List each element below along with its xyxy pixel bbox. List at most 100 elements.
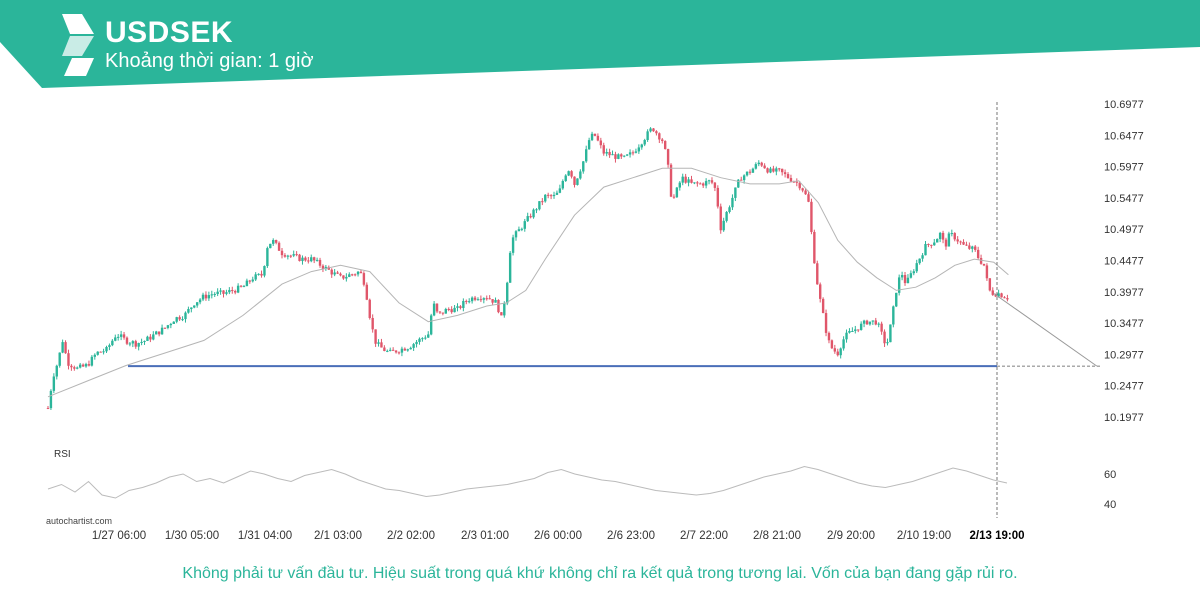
candle bbox=[567, 170, 570, 177]
candle bbox=[725, 211, 728, 223]
candle bbox=[491, 299, 494, 306]
candle bbox=[546, 192, 550, 199]
candle bbox=[886, 338, 889, 346]
candle bbox=[470, 296, 474, 304]
candle bbox=[649, 127, 652, 133]
candle bbox=[511, 234, 515, 256]
candle bbox=[242, 284, 246, 288]
x-tick-label: 2/10 19:00 bbox=[897, 530, 951, 542]
candle bbox=[55, 364, 58, 380]
candle bbox=[497, 299, 500, 314]
candle bbox=[693, 182, 696, 185]
candle bbox=[927, 243, 930, 248]
candle bbox=[198, 298, 202, 305]
candle bbox=[985, 263, 989, 281]
candle bbox=[614, 151, 617, 163]
candle bbox=[666, 148, 670, 168]
candle bbox=[409, 346, 412, 350]
symbol-title: USDSEK bbox=[105, 16, 234, 49]
candle bbox=[473, 295, 477, 302]
candle bbox=[155, 330, 158, 335]
candle bbox=[295, 251, 298, 257]
candle bbox=[696, 181, 699, 187]
y-tick-label: 10.4477 bbox=[1104, 256, 1144, 268]
candle bbox=[190, 307, 193, 313]
candle bbox=[675, 186, 679, 198]
candle bbox=[702, 182, 705, 188]
candle bbox=[181, 316, 184, 322]
candle bbox=[134, 339, 137, 349]
candle bbox=[76, 366, 79, 370]
candle bbox=[143, 340, 146, 345]
candle bbox=[49, 389, 53, 411]
candle bbox=[157, 331, 161, 337]
candle bbox=[830, 339, 834, 350]
candle bbox=[625, 154, 629, 157]
candle bbox=[646, 129, 649, 142]
candle bbox=[821, 297, 825, 314]
candle bbox=[596, 133, 600, 142]
candle bbox=[362, 271, 366, 287]
candle bbox=[81, 363, 85, 368]
candle bbox=[114, 334, 117, 342]
candle bbox=[427, 331, 430, 338]
candle bbox=[184, 311, 187, 323]
candle bbox=[93, 353, 96, 360]
candle bbox=[321, 264, 325, 273]
candle bbox=[950, 229, 954, 237]
candle bbox=[46, 405, 50, 410]
candle bbox=[857, 329, 860, 333]
candle bbox=[529, 213, 532, 219]
candle bbox=[84, 362, 88, 368]
candle bbox=[277, 241, 281, 251]
candle bbox=[1000, 292, 1003, 298]
candle bbox=[687, 176, 690, 187]
candle bbox=[73, 365, 76, 371]
candle bbox=[859, 321, 863, 331]
candle bbox=[432, 301, 436, 317]
candle bbox=[897, 274, 901, 296]
candle bbox=[260, 270, 263, 278]
candle bbox=[877, 322, 880, 328]
candle bbox=[742, 174, 746, 184]
x-tick-label: 2/6 23:00 bbox=[607, 530, 655, 542]
candle bbox=[900, 271, 904, 281]
candle bbox=[587, 137, 591, 150]
candle bbox=[274, 239, 278, 245]
candle bbox=[699, 182, 702, 185]
candle bbox=[403, 347, 407, 351]
candle bbox=[892, 305, 895, 328]
candle bbox=[643, 138, 646, 147]
x-tick-label: 2/2 02:00 bbox=[387, 530, 435, 542]
candle bbox=[933, 238, 936, 246]
candle bbox=[663, 140, 667, 150]
x-axis: 1/27 06:00 1/30 05:00 1/31 04:00 2/1 03:00 2… bbox=[92, 530, 1025, 542]
candle bbox=[573, 176, 576, 188]
candle bbox=[871, 320, 875, 325]
candle bbox=[70, 364, 73, 371]
candle bbox=[397, 351, 401, 355]
candle bbox=[564, 174, 567, 182]
candle bbox=[429, 313, 433, 336]
candle bbox=[289, 254, 292, 259]
candle bbox=[225, 289, 228, 296]
candle bbox=[301, 255, 304, 265]
candle bbox=[58, 352, 61, 368]
candle bbox=[710, 177, 714, 185]
x-tick-label: 2/6 00:00 bbox=[534, 530, 582, 542]
candle bbox=[544, 194, 547, 203]
candle bbox=[766, 167, 769, 174]
candle bbox=[374, 329, 377, 347]
candles-group bbox=[46, 127, 1009, 411]
candle bbox=[880, 321, 883, 335]
candle bbox=[67, 349, 70, 370]
candle bbox=[131, 340, 135, 348]
candle bbox=[251, 276, 254, 283]
candle bbox=[380, 338, 383, 348]
candle bbox=[152, 331, 155, 341]
candle bbox=[936, 238, 939, 243]
candle bbox=[508, 250, 512, 283]
candle bbox=[424, 335, 427, 340]
candle bbox=[523, 218, 526, 232]
candle bbox=[441, 312, 445, 316]
